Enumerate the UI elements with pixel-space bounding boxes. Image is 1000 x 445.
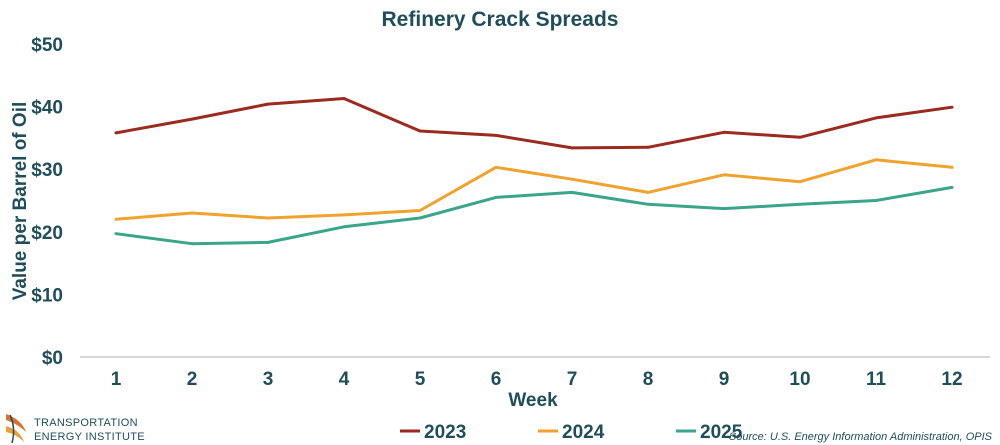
x-tick-label: 3 bbox=[263, 369, 274, 390]
logo: TRANSPORTATION ENERGY INSTITUTE bbox=[6, 414, 145, 444]
x-tick-label: 11 bbox=[866, 369, 887, 390]
data-point-2023 bbox=[418, 129, 422, 133]
series-line-2023 bbox=[114, 97, 954, 150]
data-point-2023 bbox=[190, 117, 194, 121]
data-point-2025 bbox=[722, 207, 726, 211]
x-tick-label: 2 bbox=[187, 369, 198, 390]
series-line-2025 bbox=[114, 185, 954, 246]
data-point-2025 bbox=[646, 202, 650, 206]
y-tick-label: $40 bbox=[31, 98, 63, 119]
data-point-2025 bbox=[190, 242, 194, 246]
series-line-2024 bbox=[114, 158, 954, 221]
data-point-2023 bbox=[570, 146, 574, 150]
data-point-2023 bbox=[798, 135, 802, 139]
x-tick-label: 6 bbox=[491, 369, 502, 390]
data-point-2025 bbox=[418, 216, 422, 220]
data-point-2023 bbox=[874, 116, 878, 120]
data-point-2023 bbox=[722, 130, 726, 134]
y-tick-label: $50 bbox=[31, 35, 63, 56]
data-point-2024 bbox=[950, 165, 954, 169]
data-point-2024 bbox=[722, 173, 726, 177]
y-tick-label: $0 bbox=[42, 348, 63, 369]
x-tick-label: 5 bbox=[415, 369, 426, 390]
x-axis-ticks: 1 2 3 4 5 6 7 8 9 10 11 12 bbox=[111, 369, 963, 390]
data-point-2023 bbox=[646, 145, 650, 149]
data-point-2024 bbox=[798, 180, 802, 184]
chart-title: Refinery Crack Spreads bbox=[382, 8, 619, 31]
data-point-2025 bbox=[342, 225, 346, 229]
data-point-2024 bbox=[418, 209, 422, 212]
logo-line1: TRANSPORTATION bbox=[34, 417, 138, 429]
data-point-2024 bbox=[342, 213, 346, 217]
y-tick-label: $10 bbox=[31, 285, 63, 306]
y-axis-ticks: $0 $10 $20 $30 $40 $50 bbox=[31, 35, 63, 369]
y-axis-label: Value per Barrel of Oil bbox=[10, 102, 31, 301]
logo-line2: ENERGY INSTITUTE bbox=[34, 431, 145, 443]
x-tick-label: 7 bbox=[567, 369, 578, 390]
data-point-2024 bbox=[570, 177, 574, 181]
x-tick-label: 10 bbox=[789, 369, 810, 390]
x-tick-label: 12 bbox=[941, 369, 962, 390]
data-point-2025 bbox=[266, 241, 270, 244]
data-point-2025 bbox=[114, 232, 118, 236]
data-point-2024 bbox=[874, 158, 878, 162]
data-point-2024 bbox=[190, 211, 194, 215]
series-lines bbox=[114, 97, 954, 246]
data-point-2025 bbox=[874, 199, 878, 202]
data-point-2023 bbox=[950, 105, 954, 109]
data-point-2024 bbox=[114, 217, 118, 221]
data-point-2023 bbox=[494, 133, 498, 137]
legend-label-2025: 2025 bbox=[700, 422, 743, 443]
data-point-2025 bbox=[798, 202, 802, 206]
logo-mark-icon bbox=[6, 414, 26, 444]
data-point-2025 bbox=[570, 190, 574, 194]
x-tick-label: 8 bbox=[643, 369, 654, 390]
source-note: Source: U.S. Energy Information Administ… bbox=[729, 431, 993, 443]
x-tick-label: 9 bbox=[719, 369, 730, 390]
legend-label-2023: 2023 bbox=[424, 422, 466, 443]
x-tick-label: 4 bbox=[339, 369, 350, 390]
y-tick-label: $20 bbox=[31, 223, 63, 244]
data-point-2023 bbox=[266, 102, 270, 106]
data-point-2025 bbox=[494, 195, 498, 199]
y-tick-label: $30 bbox=[31, 160, 63, 181]
legend: 2023 2024 2025 bbox=[400, 422, 743, 443]
legend-label-2024: 2024 bbox=[562, 422, 605, 443]
data-point-2024 bbox=[646, 190, 650, 194]
x-tick-label: 1 bbox=[111, 369, 122, 390]
data-point-2025 bbox=[950, 185, 954, 189]
data-point-2024 bbox=[266, 216, 270, 220]
x-axis-label: Week bbox=[508, 390, 558, 411]
data-point-2024 bbox=[494, 165, 498, 169]
data-point-2023 bbox=[342, 97, 346, 100]
data-point-2023 bbox=[114, 131, 118, 135]
